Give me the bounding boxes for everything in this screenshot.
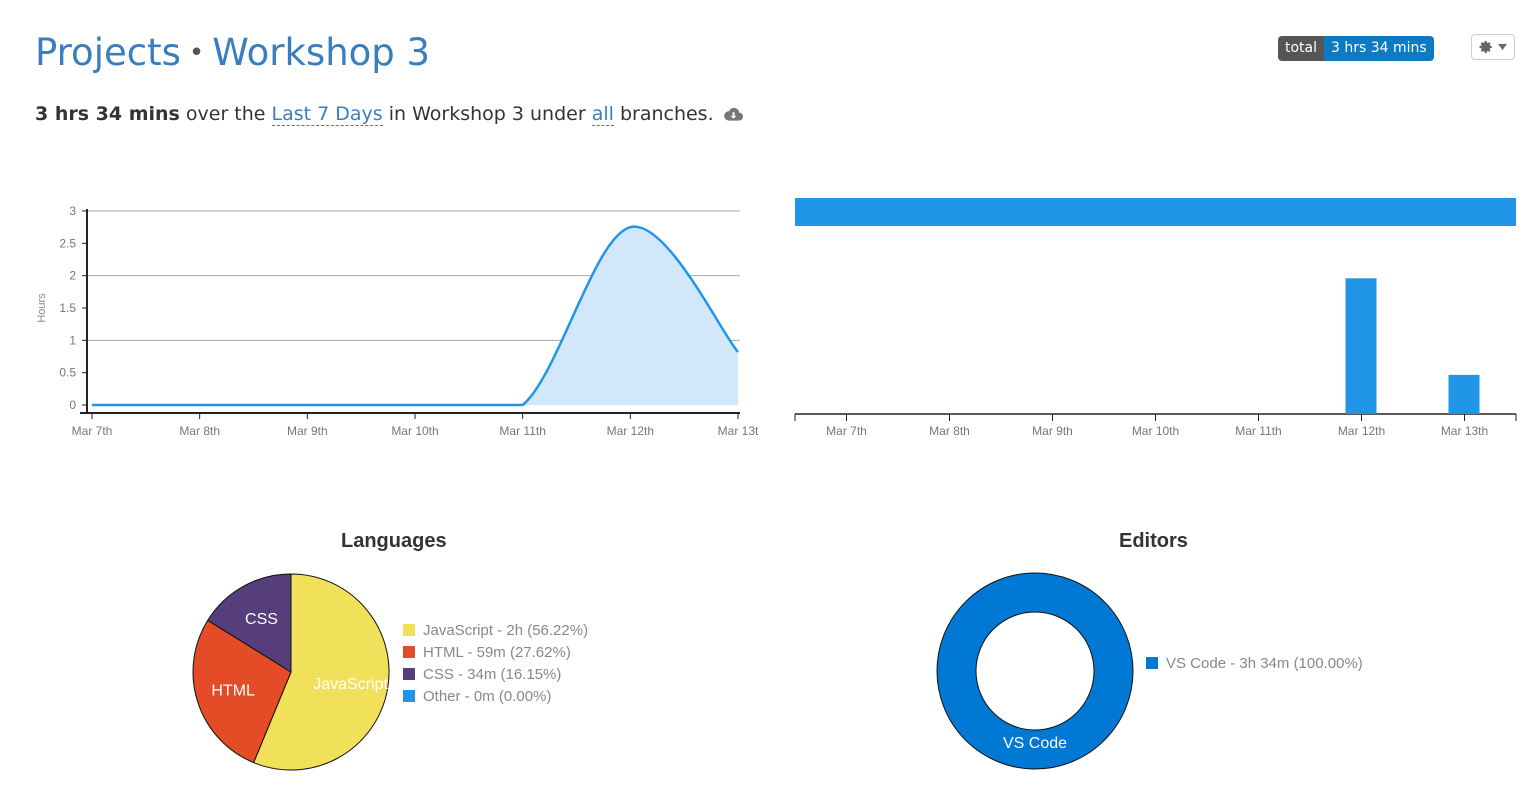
cloud-download-icon[interactable] bbox=[723, 101, 743, 129]
editors-chart-title: Editors bbox=[1119, 530, 1188, 552]
legend-label: CSS - 34m (16.15%) bbox=[423, 665, 562, 683]
caret-down-icon bbox=[1498, 44, 1507, 50]
y-tick-label: 2 bbox=[69, 269, 76, 283]
languages-pie-chart: JavaScript HTML CSS bbox=[192, 573, 390, 771]
total-badge-value: 3 hrs 34 mins bbox=[1324, 36, 1434, 61]
legend-swatch bbox=[403, 690, 415, 702]
series-line bbox=[92, 225, 739, 407]
languages-chart-title: Languages bbox=[341, 530, 447, 552]
daily-hours-area-chart: 0 0.5 1 1.5 2 2.5 3 Hours Mar 7th Mar 8th Mar 9th M… bbox=[36, 204, 759, 438]
legend-swatch bbox=[403, 668, 415, 680]
settings-dropdown-button[interactable] bbox=[1471, 34, 1515, 60]
legend-item: VS Code - 3h 34m (100.00%) bbox=[1146, 652, 1363, 674]
branch-filter-link[interactable]: all bbox=[591, 103, 614, 126]
total-badge-label: total bbox=[1278, 36, 1325, 61]
x-tick-label: Mar 12th bbox=[1338, 424, 1385, 438]
summary-line: 3 hrs 34 mins over the Last 7 Days in Wo… bbox=[35, 100, 743, 129]
donut-hole bbox=[975, 611, 1095, 731]
x-tick-label: Mar 11th bbox=[1235, 424, 1281, 438]
x-tick-label: Mar 12th bbox=[607, 424, 654, 438]
daily-bar-chart: Mar 7th Mar 8th Mar 9th Mar 10th Mar 11th Mar… bbox=[794, 198, 1517, 438]
y-tick-label: 2.5 bbox=[59, 236, 76, 250]
legend-item: JavaScript - 2h (56.22%) bbox=[403, 619, 588, 641]
breadcrumb-project-link[interactable]: Workshop 3 bbox=[212, 31, 431, 74]
x-tick-label: Mar 10th bbox=[1132, 424, 1179, 438]
y-tick-label: 1 bbox=[69, 333, 76, 347]
bar bbox=[1448, 374, 1480, 414]
x-tick-label: Mar 9th bbox=[1032, 424, 1073, 438]
legend-swatch bbox=[403, 646, 415, 658]
summary-text-2: in Workshop 3 under bbox=[382, 103, 592, 125]
summary-text-1: over the bbox=[179, 103, 272, 125]
pie-slice bbox=[252, 573, 390, 771]
legend-item: CSS - 34m (16.15%) bbox=[403, 663, 588, 685]
x-tick-label: Mar 9th bbox=[287, 424, 328, 438]
legend-swatch bbox=[1146, 657, 1158, 669]
legend-label: VS Code - 3h 34m (100.00%) bbox=[1166, 654, 1363, 672]
breadcrumb-projects-link[interactable]: Projects bbox=[35, 31, 181, 74]
gear-icon bbox=[1479, 40, 1492, 54]
x-tick-label: Mar 10th bbox=[391, 424, 438, 438]
area-fill bbox=[92, 226, 738, 405]
total-time-bar bbox=[795, 198, 1516, 226]
pie-slice bbox=[207, 573, 292, 673]
legend-swatch bbox=[403, 624, 415, 636]
editors-donut-chart: VS Code bbox=[936, 572, 1134, 770]
y-tick-label: 1.5 bbox=[59, 301, 76, 315]
x-tick-label: Mar 13t bbox=[718, 424, 759, 438]
summary-text-3: branches. bbox=[613, 103, 714, 125]
y-tick-label: 0 bbox=[69, 398, 76, 412]
date-range-link[interactable]: Last 7 Days bbox=[271, 103, 383, 126]
slice-label: VS Code bbox=[1003, 735, 1067, 752]
x-tick-label: Mar 11th bbox=[499, 424, 545, 438]
legend-item: HTML - 59m (27.62%) bbox=[403, 641, 588, 663]
slice-label: JavaScript bbox=[313, 676, 388, 693]
total-time-badge: total 3 hrs 34 mins bbox=[1278, 36, 1434, 61]
summary-duration: 3 hrs 34 mins bbox=[35, 103, 180, 125]
x-tick-label: Mar 7th bbox=[72, 424, 113, 438]
breadcrumb: Projects • Workshop 3 bbox=[35, 28, 430, 82]
slice-label: HTML bbox=[211, 683, 255, 700]
x-tick-label: Mar 8th bbox=[179, 424, 220, 438]
legend-label: Other - 0m (0.00%) bbox=[423, 687, 552, 705]
editors-legend: VS Code - 3h 34m (100.00%) bbox=[1146, 652, 1363, 674]
x-tick-label: Mar 7th bbox=[826, 424, 867, 438]
legend-label: HTML - 59m (27.62%) bbox=[423, 643, 571, 661]
x-tick-label: Mar 8th bbox=[929, 424, 970, 438]
bar bbox=[1345, 278, 1377, 414]
y-tick-label: 0.5 bbox=[59, 366, 76, 380]
languages-legend: JavaScript - 2h (56.22%) HTML - 59m (27.6… bbox=[403, 619, 588, 707]
legend-item: Other - 0m (0.00%) bbox=[403, 685, 588, 707]
slice-label: CSS bbox=[245, 611, 278, 628]
breadcrumb-separator: • bbox=[188, 38, 205, 68]
y-tick-label: 3 bbox=[69, 204, 76, 218]
legend-label: JavaScript - 2h (56.22%) bbox=[423, 621, 589, 639]
pie-slice bbox=[192, 619, 292, 764]
x-tick-label: Mar 13th bbox=[1441, 424, 1488, 438]
y-axis-label: Hours bbox=[36, 293, 48, 323]
